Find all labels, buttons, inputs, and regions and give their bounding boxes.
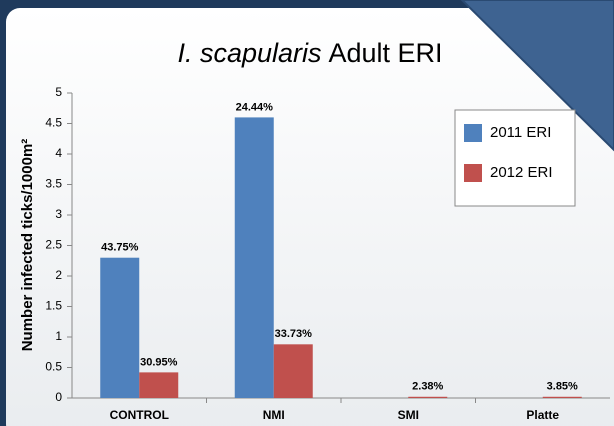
y-tick-label: 3.5	[45, 177, 62, 191]
legend-label: 2012 ERI	[490, 164, 553, 181]
y-tick-label: 3	[55, 207, 62, 221]
y-tick-label: 0.5	[45, 360, 62, 374]
x-tick-label: CONTROL	[110, 408, 169, 422]
bar	[139, 372, 179, 398]
chart-title: I. scapularis Adult ERI	[177, 38, 442, 68]
y-tick-label: 1.5	[45, 299, 62, 313]
y-axis-label: Number infected ticks/1000m²	[19, 139, 36, 352]
x-tick-label: SMI	[398, 408, 419, 422]
y-tick-label: 0	[55, 390, 62, 404]
title-rest: Adult ERI	[329, 38, 443, 68]
bar-annotation: 24.44%	[236, 101, 274, 113]
bar-annotation: 2.38%	[412, 381, 443, 393]
x-tick-label: NMI	[263, 408, 285, 422]
y-tick-label: 5	[55, 85, 62, 99]
bar	[234, 117, 274, 399]
bar-annotation: 3.85%	[547, 381, 578, 393]
bar	[408, 396, 448, 398]
y-tick-label: 2	[55, 268, 62, 282]
bar-annotation: 43.75%	[101, 242, 139, 254]
legend-swatch	[464, 124, 482, 142]
corner-decoration	[460, 0, 614, 152]
bar	[273, 344, 313, 398]
x-tick-label: Platte	[526, 408, 559, 422]
bar-annotation: 33.73%	[275, 328, 313, 340]
title-italic: I. scapularis	[177, 38, 321, 68]
legend-label: 2011 ERI	[490, 124, 551, 141]
bar-annotation: 30.95%	[140, 356, 178, 368]
legend-swatch	[464, 164, 482, 182]
y-tick-label: 1	[55, 329, 62, 343]
y-tick-label: 4	[55, 146, 62, 160]
bar	[100, 257, 140, 398]
y-tick-label: 2.5	[45, 238, 62, 252]
y-tick-label: 4.5	[45, 116, 62, 130]
bar	[542, 396, 582, 398]
